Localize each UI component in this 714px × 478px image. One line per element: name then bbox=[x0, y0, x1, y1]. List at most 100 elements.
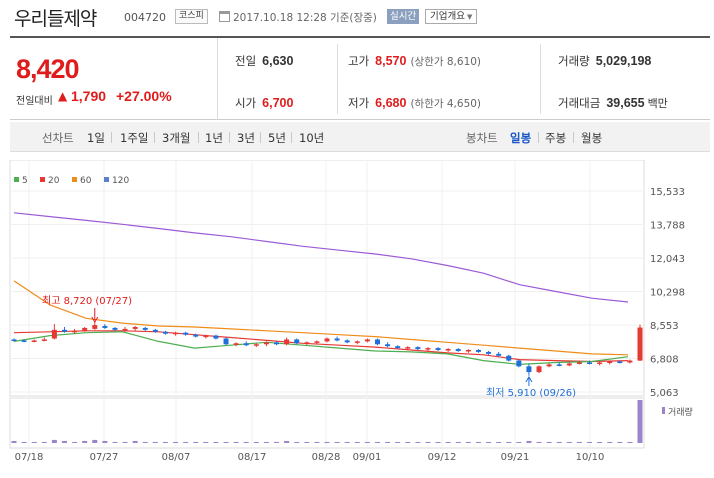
candle-body bbox=[556, 364, 562, 366]
volume-bar bbox=[213, 441, 219, 443]
candle-body bbox=[445, 349, 451, 351]
ma-line-20 bbox=[13, 330, 629, 363]
volume-bar bbox=[193, 441, 199, 443]
volume-legend-label: 거래량 bbox=[668, 406, 693, 418]
volume-bar bbox=[142, 441, 148, 443]
ma-line-5 bbox=[13, 331, 629, 366]
legend-label: 120 bbox=[112, 176, 129, 186]
volume-bar bbox=[284, 440, 290, 443]
volume-label: 거래량 bbox=[558, 54, 590, 68]
candle-body bbox=[72, 330, 78, 333]
volume-bar bbox=[516, 441, 522, 443]
volume-bar bbox=[203, 441, 209, 443]
candle-weekly[interactable]: 주봉 bbox=[545, 131, 567, 145]
current-price: 8,420 bbox=[16, 54, 80, 84]
price-chart[interactable]: 15,533 13,788 12,043 10,298 8,553 6,808 5,063 0… bbox=[0, 159, 714, 478]
candle-body bbox=[415, 347, 421, 350]
volume-bar bbox=[294, 441, 300, 443]
period-1y[interactable]: 1년 bbox=[205, 131, 223, 145]
candle-body bbox=[425, 348, 431, 350]
candle-body bbox=[324, 338, 330, 342]
candle-body bbox=[475, 350, 481, 352]
candle-body bbox=[465, 350, 471, 352]
candle-body bbox=[132, 326, 138, 329]
separator bbox=[111, 132, 112, 143]
y-tick-label: 12,043 bbox=[650, 254, 685, 265]
period-1w[interactable]: 1주일 bbox=[120, 131, 149, 145]
period-3m[interactable]: 3개월 bbox=[162, 131, 191, 145]
y-tick-label: 8,553 bbox=[650, 321, 679, 332]
volume-bar bbox=[587, 441, 593, 443]
candle-body bbox=[31, 340, 37, 342]
price-box: 8,420 전일대비 ▲ 1,790 +27.00% bbox=[10, 38, 218, 120]
candle-body bbox=[627, 360, 633, 363]
legend-swatch bbox=[72, 177, 77, 182]
volume-bar bbox=[395, 441, 401, 443]
volume-bar bbox=[253, 441, 259, 443]
volume-bar bbox=[566, 441, 572, 443]
candle-body bbox=[183, 332, 189, 335]
realtime-button[interactable]: 실시간 bbox=[387, 9, 420, 24]
candle-body bbox=[385, 344, 391, 347]
separator bbox=[573, 132, 574, 143]
period-1d[interactable]: 1일 bbox=[87, 131, 105, 145]
volume-bar bbox=[31, 441, 37, 443]
volume-bar bbox=[627, 441, 633, 443]
divider bbox=[540, 44, 541, 114]
volume-bar bbox=[475, 441, 481, 443]
volume-bar bbox=[617, 441, 623, 443]
volume-bar bbox=[324, 441, 330, 443]
volume-bar bbox=[486, 441, 492, 443]
x-tick-label: 09/21 bbox=[501, 452, 530, 463]
candle-body bbox=[162, 331, 168, 334]
company-overview-button[interactable]: 기업개요 ▼ bbox=[425, 9, 478, 24]
candle-body bbox=[11, 339, 17, 341]
volume-bar bbox=[274, 441, 280, 443]
volume-bar bbox=[435, 441, 441, 443]
candle-body bbox=[203, 335, 209, 338]
legend-swatch bbox=[40, 177, 45, 182]
high-label: 고가 bbox=[348, 54, 370, 68]
candle-body bbox=[607, 361, 613, 364]
separator bbox=[260, 132, 261, 143]
amount-unit: 백만 bbox=[647, 97, 668, 110]
volume-legend-swatch bbox=[662, 407, 665, 414]
separator bbox=[538, 132, 539, 143]
prev-close: 전일 6,630 bbox=[235, 53, 293, 69]
amount-label: 거래대금 bbox=[558, 96, 601, 110]
low-price: 저가 6,680 (하한가 4,650) bbox=[348, 95, 481, 111]
volume-plot-frame bbox=[9, 397, 645, 449]
volume: 거래량 5,029,198 bbox=[558, 53, 651, 69]
down-arrow-icon bbox=[91, 316, 99, 323]
period-5y[interactable]: 5년 bbox=[268, 131, 286, 145]
candle-body bbox=[546, 364, 552, 367]
volume-bar bbox=[183, 441, 189, 443]
y-tick-label: 6,808 bbox=[650, 355, 679, 366]
low-value: 6,680 bbox=[375, 96, 407, 110]
candle-body bbox=[223, 338, 229, 345]
stock-header: 우리들제약 004720 코스피 2017.10.18 12:28 기준(장중)… bbox=[0, 0, 714, 34]
diff-rate: +27.00% bbox=[116, 88, 172, 104]
candle-body bbox=[576, 362, 582, 364]
candle-body bbox=[486, 351, 492, 354]
volume-bar bbox=[576, 441, 582, 443]
x-tick-label: 07/27 bbox=[90, 452, 119, 463]
quote-panel: 8,420 전일대비 ▲ 1,790 +27.00% 전일 6,630 고가 8,5… bbox=[10, 36, 710, 120]
period-10y[interactable]: 10년 bbox=[299, 131, 325, 145]
volume-bar bbox=[112, 441, 118, 443]
candle-body bbox=[51, 329, 57, 339]
up-arrow-icon bbox=[525, 376, 533, 383]
volume-bar bbox=[11, 440, 17, 443]
candle-monthly[interactable]: 월봉 bbox=[581, 131, 603, 145]
chart-svg: 15,533 13,788 12,043 10,298 8,553 6,808 5,063 0… bbox=[9, 159, 693, 463]
x-tick-label: 08/07 bbox=[162, 452, 191, 463]
high-value: 8,570 bbox=[375, 54, 407, 68]
candle-body bbox=[274, 342, 280, 345]
candle-body bbox=[526, 366, 532, 373]
candle-body bbox=[82, 327, 88, 331]
volume-bar bbox=[223, 441, 229, 443]
ma-line-120 bbox=[13, 212, 629, 303]
period-3y[interactable]: 3년 bbox=[237, 131, 255, 145]
candle-body bbox=[506, 355, 512, 361]
candle-daily[interactable]: 일봉 bbox=[510, 131, 532, 145]
